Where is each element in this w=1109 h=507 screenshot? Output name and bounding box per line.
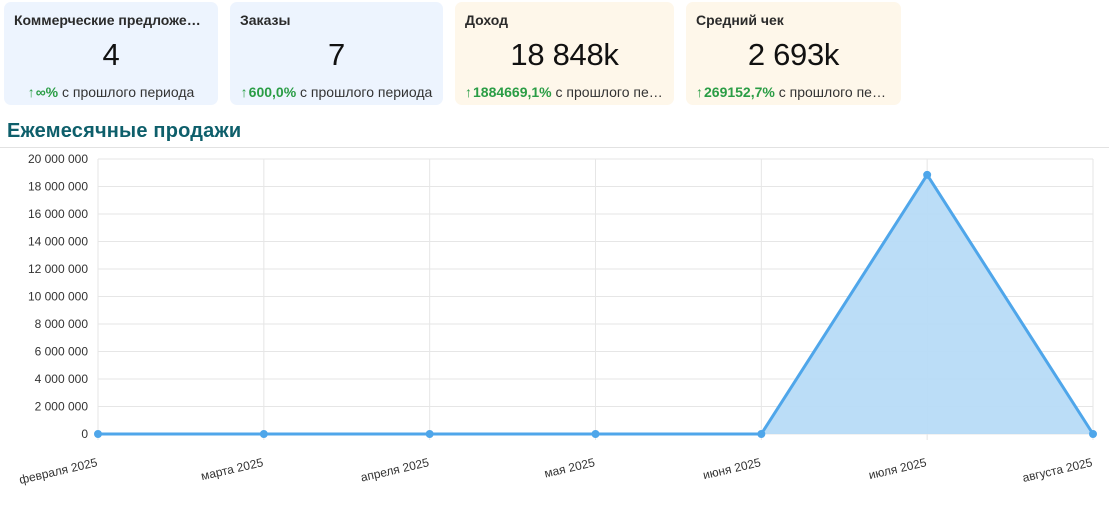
section-title: Ежемесячные продажи xyxy=(7,120,242,142)
kpi-card-title: Доход xyxy=(465,12,509,28)
kpi-card-change-pct: 269152,7% xyxy=(704,84,775,100)
kpi-card-title: Заказы xyxy=(240,12,291,28)
kpi-card-revenue[interactable]: Доход 18 848k ↑1884669,1% с прошлого пер… xyxy=(455,2,674,105)
data-point xyxy=(591,430,600,438)
x-tick-label: августа 2025 xyxy=(1021,455,1094,485)
monthly-sales-chart[interactable]: 0 2 000 000 4 000 000 6 000 000 8 000 000 10 … xyxy=(0,148,1109,507)
y-tick-label: 12 000 000 xyxy=(28,262,88,276)
arrow-up-icon: ↑ xyxy=(696,84,703,100)
kpi-card-title: Коммерческие предложения xyxy=(14,12,208,28)
y-tick-label: 6 000 000 xyxy=(35,345,89,359)
kpi-card-change-text: с прошлого периода xyxy=(62,84,195,100)
kpi-card-change-text: с прошлого периода xyxy=(778,84,891,100)
y-tick-label: 10 000 000 xyxy=(28,290,88,304)
y-tick-label: 0 xyxy=(81,427,88,441)
kpi-card-change-text: с прошлого периода xyxy=(300,84,433,100)
kpi-card-change: ↑600,0% с прошлого периода xyxy=(240,84,433,100)
x-tick-label: марта 2025 xyxy=(200,455,265,483)
y-tick-label: 14 000 000 xyxy=(28,235,88,249)
kpi-card-value: 4 xyxy=(102,37,120,72)
kpi-card-change: ↑∞% с прошлого периода xyxy=(14,84,208,100)
data-point xyxy=(425,430,434,438)
kpi-card-change-text: с прошлого периода xyxy=(555,84,664,100)
kpi-card-orders[interactable]: Заказы 7 ↑600,0% с прошлого периода xyxy=(230,2,443,105)
kpi-card-proposals[interactable]: Коммерческие предложения 4 ↑∞% с прошлог… xyxy=(4,2,218,105)
kpi-card-change: ↑269152,7% с прошлого периода xyxy=(696,84,891,100)
kpi-card-change-pct: 600,0% xyxy=(248,84,297,100)
arrow-up-icon: ↑ xyxy=(27,84,35,100)
kpi-card-change-pct: 1884669,1% xyxy=(473,84,552,100)
x-tick-label: июня 2025 xyxy=(702,455,763,482)
x-tick-label: февраля 2025 xyxy=(18,455,99,487)
data-point xyxy=(94,430,102,438)
kpi-card-value: 2 693k xyxy=(747,37,840,72)
y-tick-label: 2 000 000 xyxy=(35,400,89,414)
x-tick-label: июля 2025 xyxy=(867,455,928,482)
y-tick-label: 18 000 000 xyxy=(28,180,88,194)
data-point xyxy=(757,430,766,438)
y-tick-label: 8 000 000 xyxy=(35,317,89,331)
kpi-card-value: 7 xyxy=(328,37,345,72)
kpi-card-change-pct: ∞% xyxy=(35,84,59,100)
arrow-up-icon: ↑ xyxy=(465,84,472,100)
x-tick-label: мая 2025 xyxy=(543,455,597,480)
arrow-up-icon: ↑ xyxy=(240,84,248,100)
section-divider xyxy=(0,147,1109,148)
x-tick-label: апреля 2025 xyxy=(359,455,430,484)
data-point xyxy=(923,170,932,179)
data-point xyxy=(1089,430,1097,438)
y-tick-label: 16 000 000 xyxy=(28,207,88,221)
y-tick-label: 4 000 000 xyxy=(35,372,89,386)
kpi-card-average-check[interactable]: Средний чек 2 693k ↑269152,7% с прошлого… xyxy=(686,2,901,105)
y-tick-label: 20 000 000 xyxy=(28,152,88,166)
series-area xyxy=(98,174,1093,434)
kpi-card-change: ↑1884669,1% с прошлого периода xyxy=(465,84,664,100)
kpi-card-value: 18 848k xyxy=(510,37,619,72)
kpi-card-title: Средний чек xyxy=(696,12,784,28)
data-point xyxy=(259,430,268,438)
